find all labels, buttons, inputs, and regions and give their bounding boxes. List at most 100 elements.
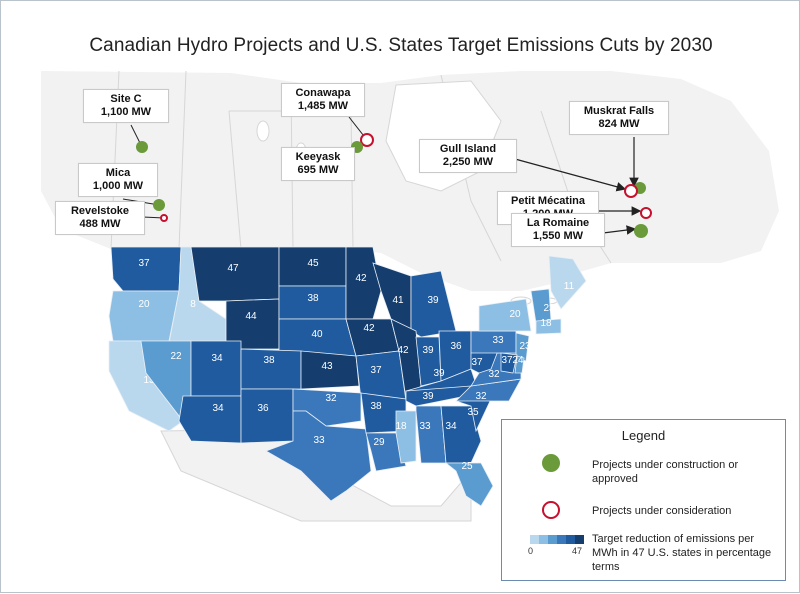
legend-scale-min: 0 — [528, 546, 534, 556]
state-value-label: 39 — [422, 391, 434, 402]
callout-name: Conawapa — [295, 87, 351, 99]
legend-built-dot — [542, 454, 560, 472]
legend-title: Legend — [621, 428, 666, 443]
state-value-label: 23 — [519, 341, 531, 352]
state-value-label: 34 — [212, 403, 224, 414]
scale-swatch — [566, 535, 575, 544]
scale-swatch — [575, 535, 584, 544]
state-value-label: 36 — [450, 341, 462, 352]
state-delaware — [514, 355, 525, 374]
state-value-label: 37 — [138, 258, 150, 269]
us-states-choropleth: 37 20 8 47 44 45 38 42 40 42 41 39 13 22 34 38 43 37 42 39 3… — [108, 246, 587, 507]
marker-la-romaine — [634, 224, 648, 238]
state-massachusetts — [535, 318, 562, 335]
state-new-jersey — [515, 332, 530, 362]
callout-capacity: 2,250 MW — [442, 156, 494, 168]
state-value-label: 33 — [492, 335, 504, 346]
state-value-label: 39 — [422, 345, 434, 356]
callout-name: Gull Island — [439, 143, 497, 155]
state-maryland — [500, 352, 518, 374]
legend-color-scale — [530, 535, 584, 544]
callout-name: Muskrat Falls — [583, 105, 655, 117]
state-value-label: 32 — [475, 391, 487, 402]
province-border — [178, 70, 187, 250]
arrow-gull-island — [514, 158, 627, 192]
state-maine — [548, 255, 587, 310]
callout-revelstoke: Revelstoke 488 MW — [55, 201, 145, 235]
callout-gull-island: Gull Island 2,250 MW — [419, 139, 517, 173]
province-border — [228, 110, 242, 250]
state-value-label: 40 — [311, 329, 323, 340]
state-value-label: 42 — [363, 323, 375, 334]
state-tennessee — [405, 385, 482, 407]
marker-revelstoke — [160, 214, 168, 222]
state-value-label: 33 — [419, 421, 431, 432]
marker-site-c — [136, 141, 148, 153]
state-value-label: 32 — [325, 393, 337, 404]
state-value-label: 8 — [190, 299, 196, 310]
state-value-label: 36 — [257, 403, 269, 414]
marker-mica — [153, 199, 165, 211]
state-georgia — [440, 405, 482, 464]
marker-conawapa — [360, 133, 374, 147]
marker-gull-island — [624, 184, 638, 198]
state-value-label: 38 — [307, 293, 319, 304]
state-value-label: 38 — [263, 355, 275, 366]
state-value-label: 34 — [445, 421, 457, 432]
state-value-label: 42 — [355, 273, 367, 284]
scale-swatch — [557, 535, 566, 544]
callout-capacity: 695 MW — [297, 164, 339, 176]
state-mississippi — [395, 410, 417, 464]
callout-capacity: 1,485 MW — [297, 100, 349, 112]
state-value-label: 44 — [245, 311, 257, 322]
state-michigan — [410, 270, 457, 338]
state-value-label: 24 — [512, 355, 524, 366]
state-value-label: 37 — [471, 357, 483, 368]
legend-scale-max: 47 — [572, 546, 583, 556]
callout-name: Site C — [110, 93, 142, 105]
state-value-label: 29 — [373, 437, 385, 448]
state-washington — [110, 246, 182, 292]
state-value-label: 13 — [143, 375, 155, 386]
state-value-label: 18 — [540, 318, 552, 329]
state-value-label: 20 — [138, 299, 150, 310]
legend-considered-label: Projects under consideration — [592, 505, 732, 517]
state-value-label: 22 — [170, 351, 182, 362]
state-value-label: 34 — [211, 353, 223, 364]
callout-conawapa: Conawapa 1,485 MW — [281, 83, 365, 117]
callout-site-c: Site C 1,100 MW — [83, 89, 169, 123]
state-value-label: 38 — [370, 401, 382, 412]
callout-keeyask: Keeyask 695 MW — [281, 147, 355, 181]
callout-capacity: 824 MW — [598, 118, 640, 130]
callout-capacity: 488 MW — [79, 218, 121, 230]
state-value-label: 25 — [461, 461, 473, 472]
legend: Legend Projects under construction or ap… — [501, 419, 786, 581]
state-value-label: 32 — [488, 369, 500, 380]
callout-capacity: 1,000 MW — [92, 180, 144, 192]
state-value-label: 39 — [427, 295, 439, 306]
state-value-label: 45 — [307, 258, 319, 269]
callout-capacity: 1,550 MW — [532, 230, 584, 242]
callout-name: Mica — [105, 167, 131, 179]
state-kansas — [300, 350, 360, 390]
lake — [256, 120, 270, 142]
callout-name: Keeyask — [295, 151, 341, 163]
callout-name: Revelstoke — [70, 205, 130, 217]
state-value-label: 18 — [395, 421, 407, 432]
state-new-mexico — [240, 388, 294, 444]
state-new-york — [478, 298, 532, 332]
state-value-label: 20 — [509, 309, 521, 320]
callout-la-romaine: La Romaine 1,550 MW — [511, 213, 605, 247]
legend-considered-ring — [542, 501, 560, 519]
state-value-label: 47 — [227, 263, 239, 274]
callout-name: Petit Mécatina — [511, 195, 585, 207]
state-value-label: 11 — [564, 281, 575, 292]
state-louisiana — [365, 432, 407, 472]
state-arizona — [178, 395, 242, 444]
callout-mica: Mica 1,000 MW — [78, 163, 158, 197]
scale-swatch — [539, 535, 548, 544]
state-utah — [190, 340, 242, 397]
map-title: Canadian Hydro Projects and U.S. States … — [89, 35, 713, 56]
state-value-label: 43 — [321, 361, 333, 372]
